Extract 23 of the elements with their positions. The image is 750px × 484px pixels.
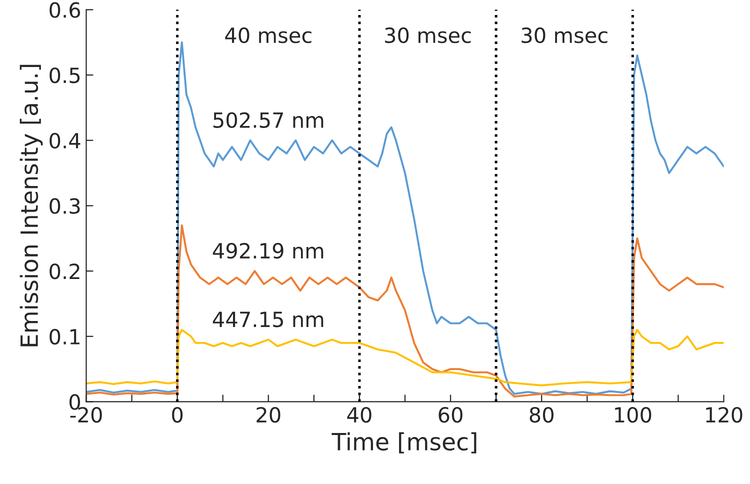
series-label: 502.57 nm: [213, 112, 324, 128]
annotation: 30 msec: [385, 27, 471, 44]
x-tick-label: 20: [256, 406, 280, 423]
x-tick-label: 60: [438, 406, 462, 423]
y-axis-title: Emission Intensity [a.u.]: [20, 64, 43, 346]
annotation: 30 msec: [522, 27, 608, 44]
x-tick-label: 100: [615, 406, 652, 423]
y-tick-label: 0.4: [50, 132, 80, 149]
x-tick-label: 80: [530, 406, 554, 423]
annotation: 40 msec: [225, 27, 312, 44]
x-tick-label: 120: [706, 406, 742, 423]
y-tick-label: 0.5: [50, 67, 80, 84]
y-tick-label: 0.6: [50, 2, 80, 18]
series-label: 447.15 nm: [212, 312, 324, 328]
series-label: 492.19 nm: [212, 242, 324, 259]
y-tick-label: 0.2: [50, 263, 80, 280]
line-series: [86, 328, 724, 386]
x-axis-title: Time [msec]: [332, 432, 476, 454]
x-tick-label: 40: [347, 406, 372, 423]
y-tick-label: 0.3: [50, 198, 80, 214]
y-tick-label: 0.1: [50, 328, 80, 345]
line-series: [86, 224, 724, 398]
x-tick-label: 0: [172, 406, 183, 423]
